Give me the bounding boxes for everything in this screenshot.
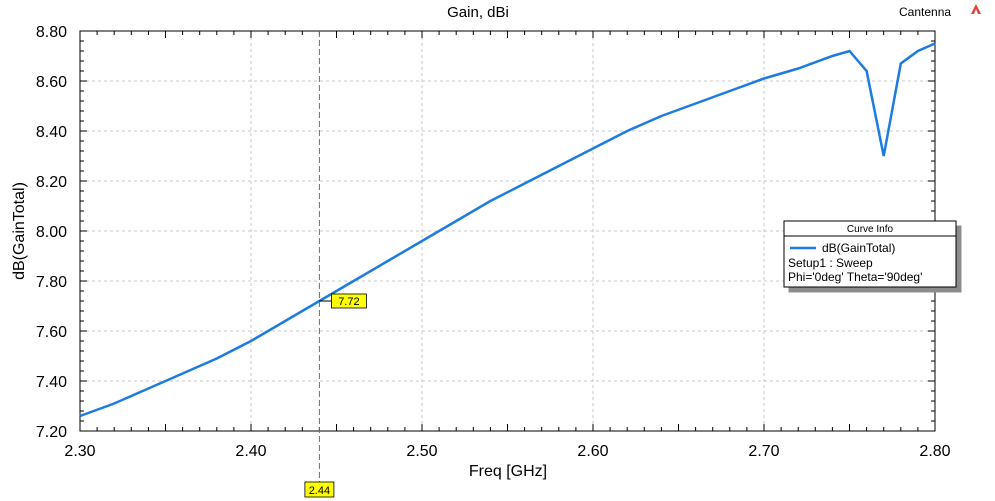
y-tick-label: 8.00 — [36, 224, 67, 241]
y-tick-label: 7.80 — [36, 274, 67, 291]
legend-heading: Curve Info — [847, 224, 894, 235]
legend-entry: dB(GainTotal) — [822, 241, 895, 255]
y-tick-label: 7.20 — [36, 424, 67, 441]
project-name: Cantenna — [899, 5, 951, 19]
y-tick-label: 8.20 — [36, 174, 67, 191]
y-tick-labels: 7.20 7.40 7.60 7.80 8.00 8.20 8.40 8.60 8.80 — [36, 24, 67, 441]
y-tick-label: 8.60 — [36, 74, 67, 91]
chart-title: Gain, dBi — [447, 4, 509, 21]
x-tick-label: 2.70 — [748, 443, 779, 460]
ansys-logo-icon — [971, 4, 981, 14]
y-tick-label: 7.60 — [36, 324, 67, 341]
y-tick-label: 7.40 — [36, 374, 67, 391]
x-tick-label: 2.60 — [577, 443, 608, 460]
x-tick-labels: 2.30 2.40 2.50 2.60 2.70 2.80 — [64, 443, 950, 460]
marker-value-label: 7.72 — [338, 296, 359, 308]
legend-setup: Setup1 : Sweep — [788, 256, 873, 270]
gain-curve — [79, 42, 936, 418]
marker-x-label: 2.44 — [309, 485, 330, 497]
x-axis-title: Freq [GHz] — [469, 463, 547, 480]
y-axis-title: dB(GainTotal) — [11, 182, 28, 280]
grid — [80, 31, 935, 431]
x-tick-label: 2.40 — [235, 443, 266, 460]
x-tick-label: 2.50 — [406, 443, 437, 460]
legend-angles: Phi='0deg' Theta='90deg' — [788, 270, 922, 284]
legend[interactable]: Curve Info dB(GainTotal) Setup1 : Sweep … — [783, 220, 957, 288]
axis-ticks — [80, 31, 935, 431]
marker-x-box[interactable] — [304, 481, 335, 498]
x-tick-label: 2.30 — [64, 443, 95, 460]
x-tick-label: 2.80 — [919, 443, 950, 460]
y-tick-label: 8.80 — [36, 24, 67, 41]
y-tick-label: 8.40 — [36, 124, 67, 141]
marker-value-box[interactable] — [330, 293, 367, 309]
